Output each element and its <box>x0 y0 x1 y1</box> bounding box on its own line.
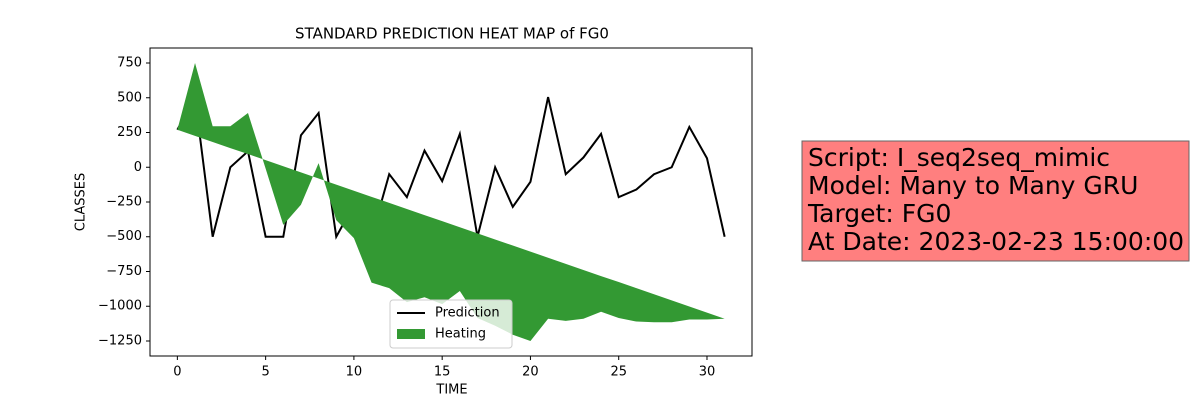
legend-label: Prediction <box>435 306 500 321</box>
annotation-text: Model: Many to Many GRU <box>808 171 1138 200</box>
y-tick-label: 500 <box>117 90 142 105</box>
legend-swatch <box>397 329 425 339</box>
annotation-text: At Date: 2023-02-23 15:00:00 <box>808 227 1184 256</box>
x-tick-label: 10 <box>346 365 363 380</box>
annotation-box <box>801 140 1190 262</box>
annotation-text: Script: I_seq2seq_mimic <box>808 143 1110 172</box>
prediction-line <box>176 94 726 240</box>
x-tick-label: 15 <box>434 365 451 380</box>
annotation-text: Target: FG0 <box>807 199 951 228</box>
y-tick-label: −1000 <box>98 299 142 314</box>
y-axis-label: CLASSES <box>74 173 89 231</box>
x-tick-label: 5 <box>261 365 269 380</box>
x-tick-label: 25 <box>610 365 627 380</box>
legend-label: Heating <box>435 327 486 342</box>
y-tick-label: 0 <box>134 160 142 175</box>
x-tick-label: 0 <box>173 365 181 380</box>
y-tick-label: −250 <box>106 195 142 210</box>
y-tick-label: 250 <box>117 125 142 140</box>
y-tick-label: 750 <box>117 56 142 71</box>
x-tick-label: 30 <box>699 365 716 380</box>
y-tick-label: −1250 <box>98 333 142 348</box>
y-tick-label: −500 <box>106 229 142 244</box>
chart-title: STANDARD PREDICTION HEAT MAP of FG0 <box>295 25 609 43</box>
heating-area <box>177 63 725 341</box>
x-tick-label: 20 <box>522 365 539 380</box>
y-tick-label: −750 <box>106 264 142 279</box>
x-axis-label: TIME <box>435 383 467 398</box>
